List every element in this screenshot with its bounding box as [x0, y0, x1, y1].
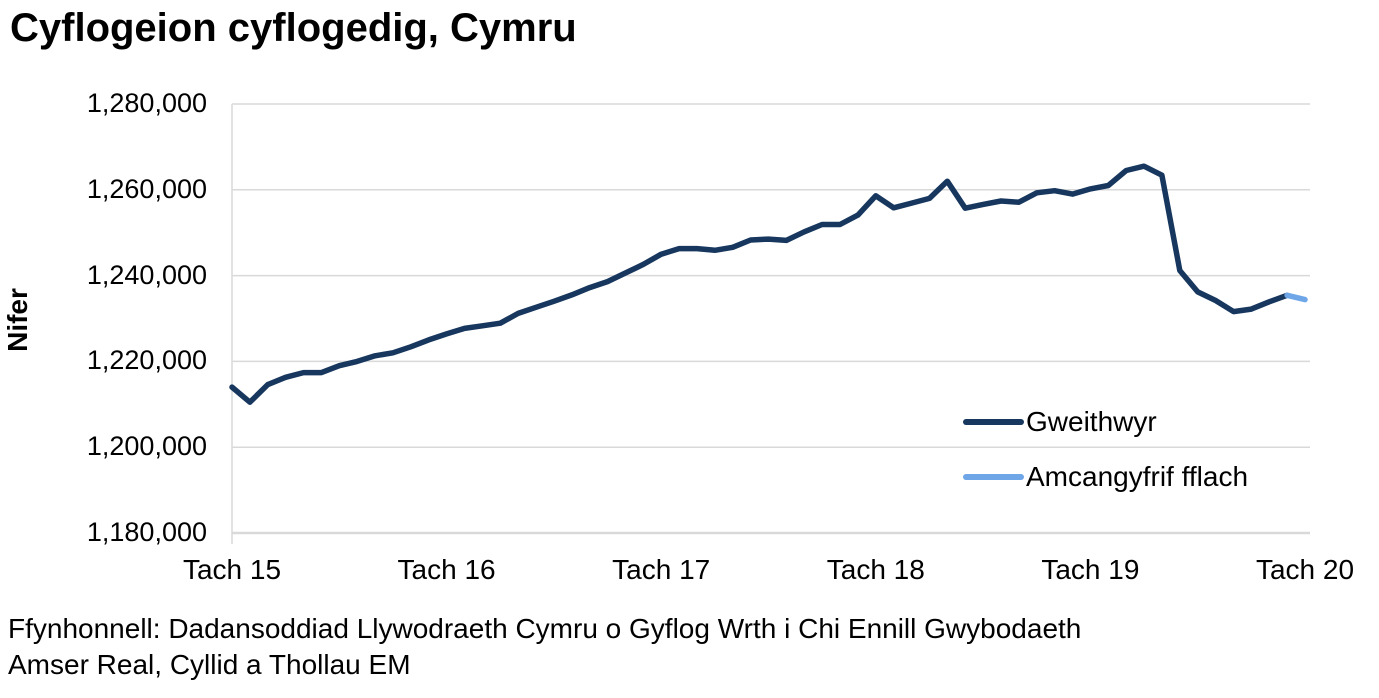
- legend: Gweithwyr Amcangyfrif fflach: [963, 405, 1248, 515]
- legend-item-gweithwyr: Gweithwyr: [963, 405, 1248, 439]
- y-tick-label: 1,200,000: [86, 431, 207, 462]
- y-tick-label: 1,280,000: [86, 88, 207, 118]
- x-tick-label: Tach 15: [182, 554, 282, 585]
- source-text-line1: Ffynhonnell: Dadansoddiad Llywodraeth Cy…: [8, 613, 1082, 644]
- x-tick-label: Tach 17: [612, 554, 711, 585]
- gweithwyr-line-swatch: [963, 419, 1024, 425]
- y-tick-label: 1,260,000: [86, 173, 207, 204]
- legend-item-amcangyfrif-fflach: Amcangyfrif fflach: [963, 460, 1248, 494]
- series-line-gweithwyr: [229, 163, 1290, 405]
- legend-label: Gweithwyr: [1026, 406, 1157, 437]
- x-tick-label: Tach 20: [1255, 554, 1355, 585]
- x-tick-label: Tach 16: [397, 554, 496, 585]
- series-line-flash: [1284, 292, 1308, 303]
- legend-label: Amcangyfrif fflach: [1026, 461, 1249, 492]
- x-tick-label: Tach 18: [826, 554, 925, 585]
- y-tick-label: 1,240,000: [86, 259, 207, 290]
- y-axis-title: Nifer: [2, 288, 33, 352]
- x-tick-label: Tach 19: [1041, 554, 1140, 585]
- flash-line-swatch: [963, 474, 1024, 480]
- source-text-line2: Amser Real, Cyllid a Thollau EM: [8, 649, 411, 680]
- y-tick-label: 1,180,000: [86, 517, 207, 547]
- y-tick-label: 1,220,000: [86, 345, 207, 376]
- chart-title: Cyflogeion cyflogedig, Cymru: [10, 6, 577, 50]
